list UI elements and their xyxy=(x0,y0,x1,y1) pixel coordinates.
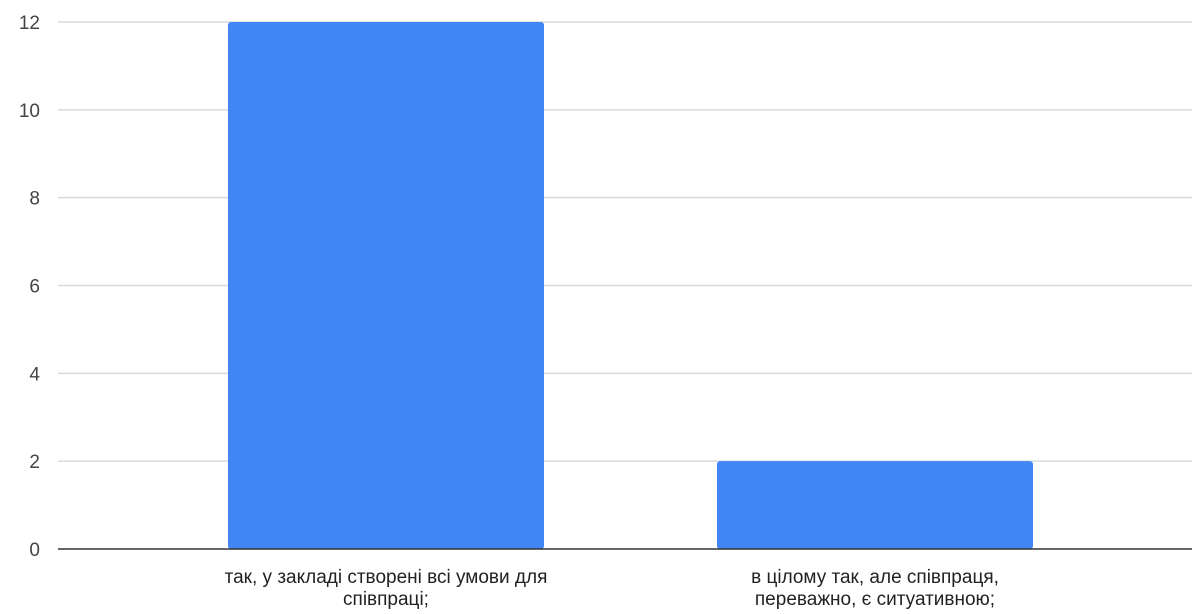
y-tick-label-0: 0 xyxy=(29,540,40,561)
bar-1 xyxy=(228,22,544,549)
x-category-label-line: так, у закладі створені всі умови для xyxy=(225,567,548,588)
y-tick-label-8: 8 xyxy=(29,189,40,210)
bar-2 xyxy=(717,461,1033,549)
y-tick-label-4: 4 xyxy=(29,364,40,385)
x-category-label-line: переважно, є ситуативною; xyxy=(755,589,995,610)
x-category-label-line: в цілому так, але співпраця, xyxy=(751,567,999,588)
x-category-label-1: так, у закладі створені всі умови для спі… xyxy=(225,567,548,610)
y-tick-label-6: 6 xyxy=(29,277,40,298)
y-tick-label-10: 10 xyxy=(19,101,40,122)
x-category-label-line: співпраці; xyxy=(343,589,429,610)
y-tick-label-2: 2 xyxy=(29,452,40,473)
y-tick-label-12: 12 xyxy=(19,13,40,34)
x-category-label-2: в цілому так, але співпраця, переважно, є… xyxy=(751,567,999,610)
